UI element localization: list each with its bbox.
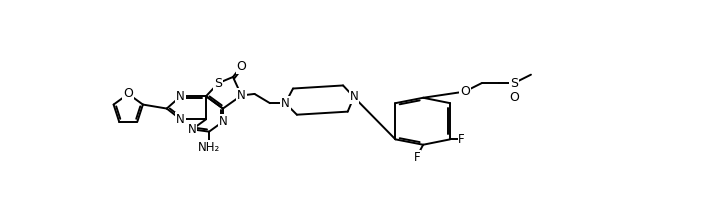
Text: N: N xyxy=(176,90,185,103)
Text: N: N xyxy=(237,89,245,102)
Text: N: N xyxy=(219,115,227,128)
Text: O: O xyxy=(460,85,470,98)
Text: O: O xyxy=(123,87,133,100)
Text: F: F xyxy=(414,151,420,164)
Text: F: F xyxy=(458,133,465,146)
Text: N: N xyxy=(188,123,196,136)
Text: S: S xyxy=(214,77,222,90)
Text: NH₂: NH₂ xyxy=(198,141,220,153)
Text: O: O xyxy=(509,91,519,104)
Text: O: O xyxy=(237,60,246,73)
Text: N: N xyxy=(281,97,290,110)
Text: N: N xyxy=(176,113,185,126)
Text: N: N xyxy=(349,90,358,104)
Text: S: S xyxy=(510,77,518,90)
